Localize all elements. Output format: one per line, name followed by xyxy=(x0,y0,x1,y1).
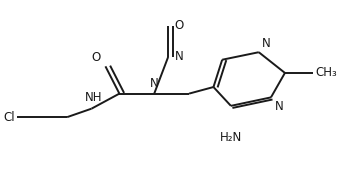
Text: N: N xyxy=(262,37,271,50)
Text: N: N xyxy=(174,50,183,63)
Text: CH₃: CH₃ xyxy=(315,66,337,79)
Text: N: N xyxy=(150,77,159,90)
Text: NH: NH xyxy=(84,91,102,104)
Text: O: O xyxy=(174,19,184,32)
Text: H₂N: H₂N xyxy=(220,131,242,144)
Text: N: N xyxy=(274,100,283,113)
Text: Cl: Cl xyxy=(3,111,15,124)
Text: O: O xyxy=(91,50,100,63)
